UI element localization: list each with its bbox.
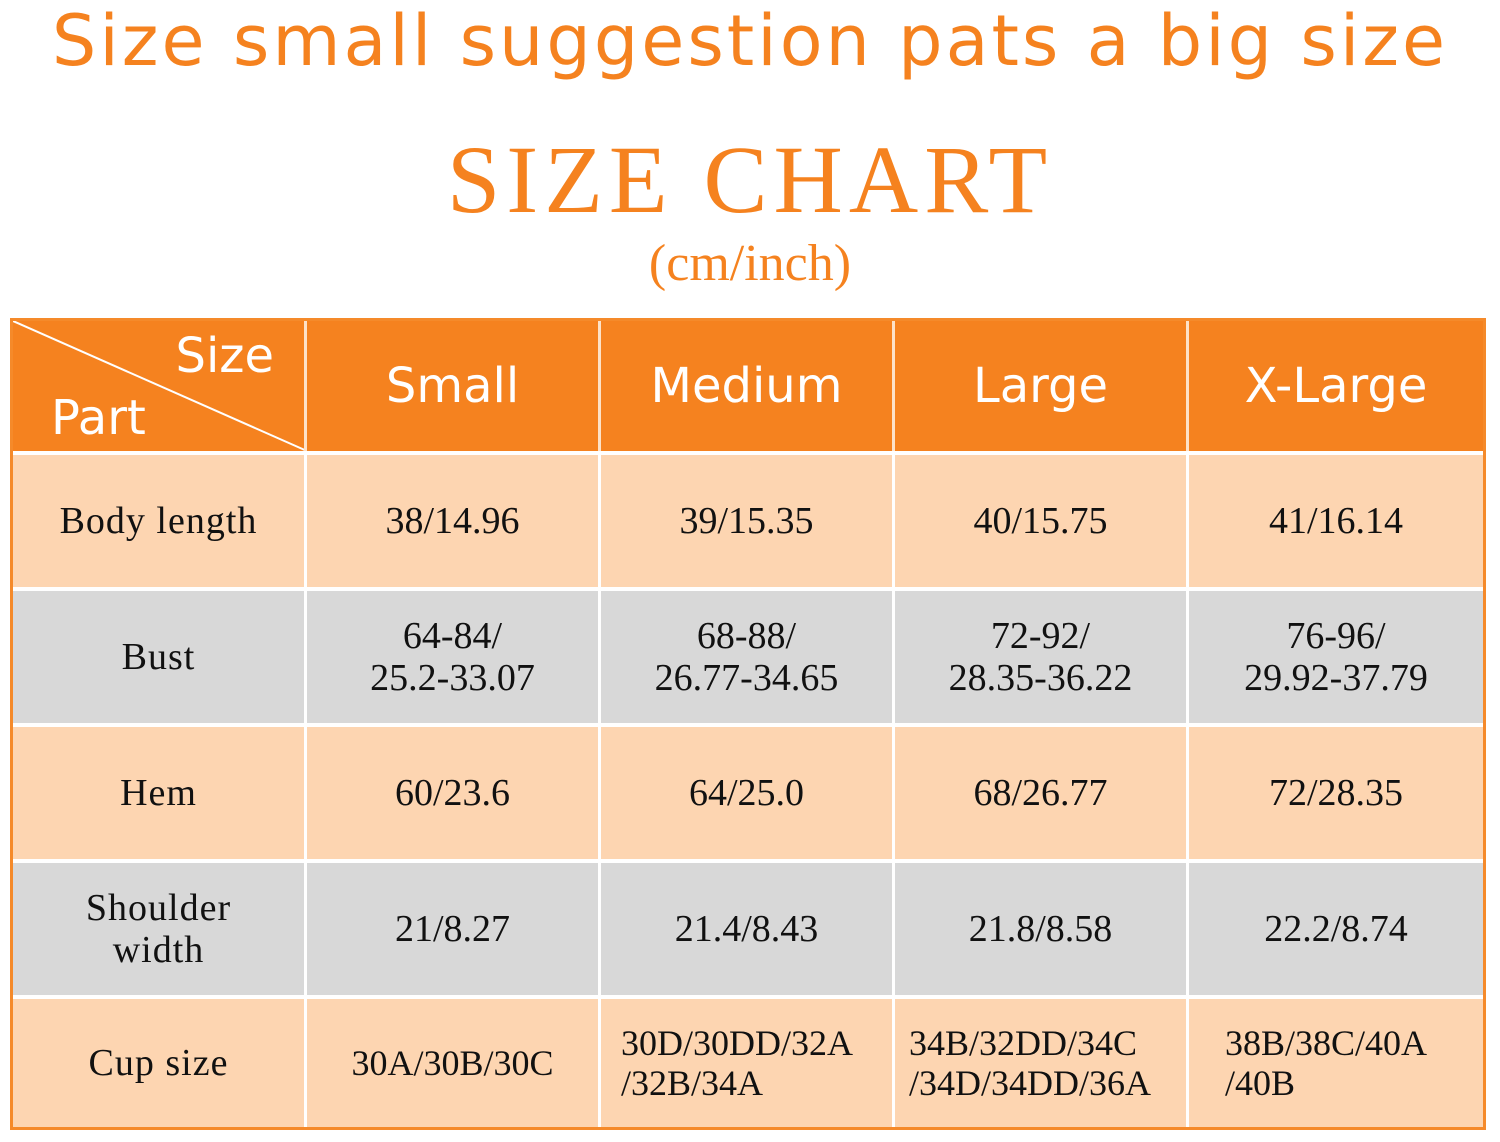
column-header-small: Small [307,321,601,451]
table-cell: 39/15.35 [601,455,895,587]
table-cell: 76-96/ 29.92-37.79 [1189,591,1483,723]
table-cell: 34B/32DD/34C /34D/34DD/36A [895,999,1189,1127]
row-label-hem: Hem [13,727,307,859]
table-cell: 21.8/8.58 [895,863,1189,995]
table-cell: 68-88/ 26.77-34.65 [601,591,895,723]
column-header-large: Large [895,321,1189,451]
row-label-bust: Bust [13,591,307,723]
table-cell: 60/23.6 [307,727,601,859]
table-cell: 38B/38C/40A /40B [1189,999,1483,1127]
row-label-shoulder-width: Shoulder width [13,863,307,995]
size-chart-table: Size Part Small Medium Large X-Large Bod… [10,318,1486,1130]
table-cell: 38/14.96 [307,455,601,587]
table-cell: 72/28.35 [1189,727,1483,859]
table-cell: 64-84/ 25.2-33.07 [307,591,601,723]
table-cell: 40/15.75 [895,455,1189,587]
diagonal-divider [13,321,304,451]
size-suggestion-notice: Size small suggestion pats a big size [51,0,1449,82]
table-cell: 21/8.27 [307,863,601,995]
table-cell: 30A/30B/30C [307,999,601,1127]
corner-size-label: Size [175,328,274,384]
corner-part-label: Part [51,390,146,446]
row-label-cup-size: Cup size [13,999,307,1127]
table-cell: 72-92/ 28.35-36.22 [895,591,1189,723]
table-cell: 64/25.0 [601,727,895,859]
row-label-body-length: Body length [13,455,307,587]
table-cell: 30D/30DD/32A /32B/34A [601,999,895,1127]
column-header-medium: Medium [601,321,895,451]
table-cell: 22.2/8.74 [1189,863,1483,995]
corner-header-cell: Size Part [13,321,307,451]
page-title: SIZE CHART [446,126,1054,233]
table-cell: 21.4/8.43 [601,863,895,995]
table-cell: 41/16.14 [1189,455,1483,587]
column-header-x-large: X-Large [1189,321,1483,451]
unit-label: (cm/inch) [648,235,852,292]
table-cell: 68/26.77 [895,727,1189,859]
